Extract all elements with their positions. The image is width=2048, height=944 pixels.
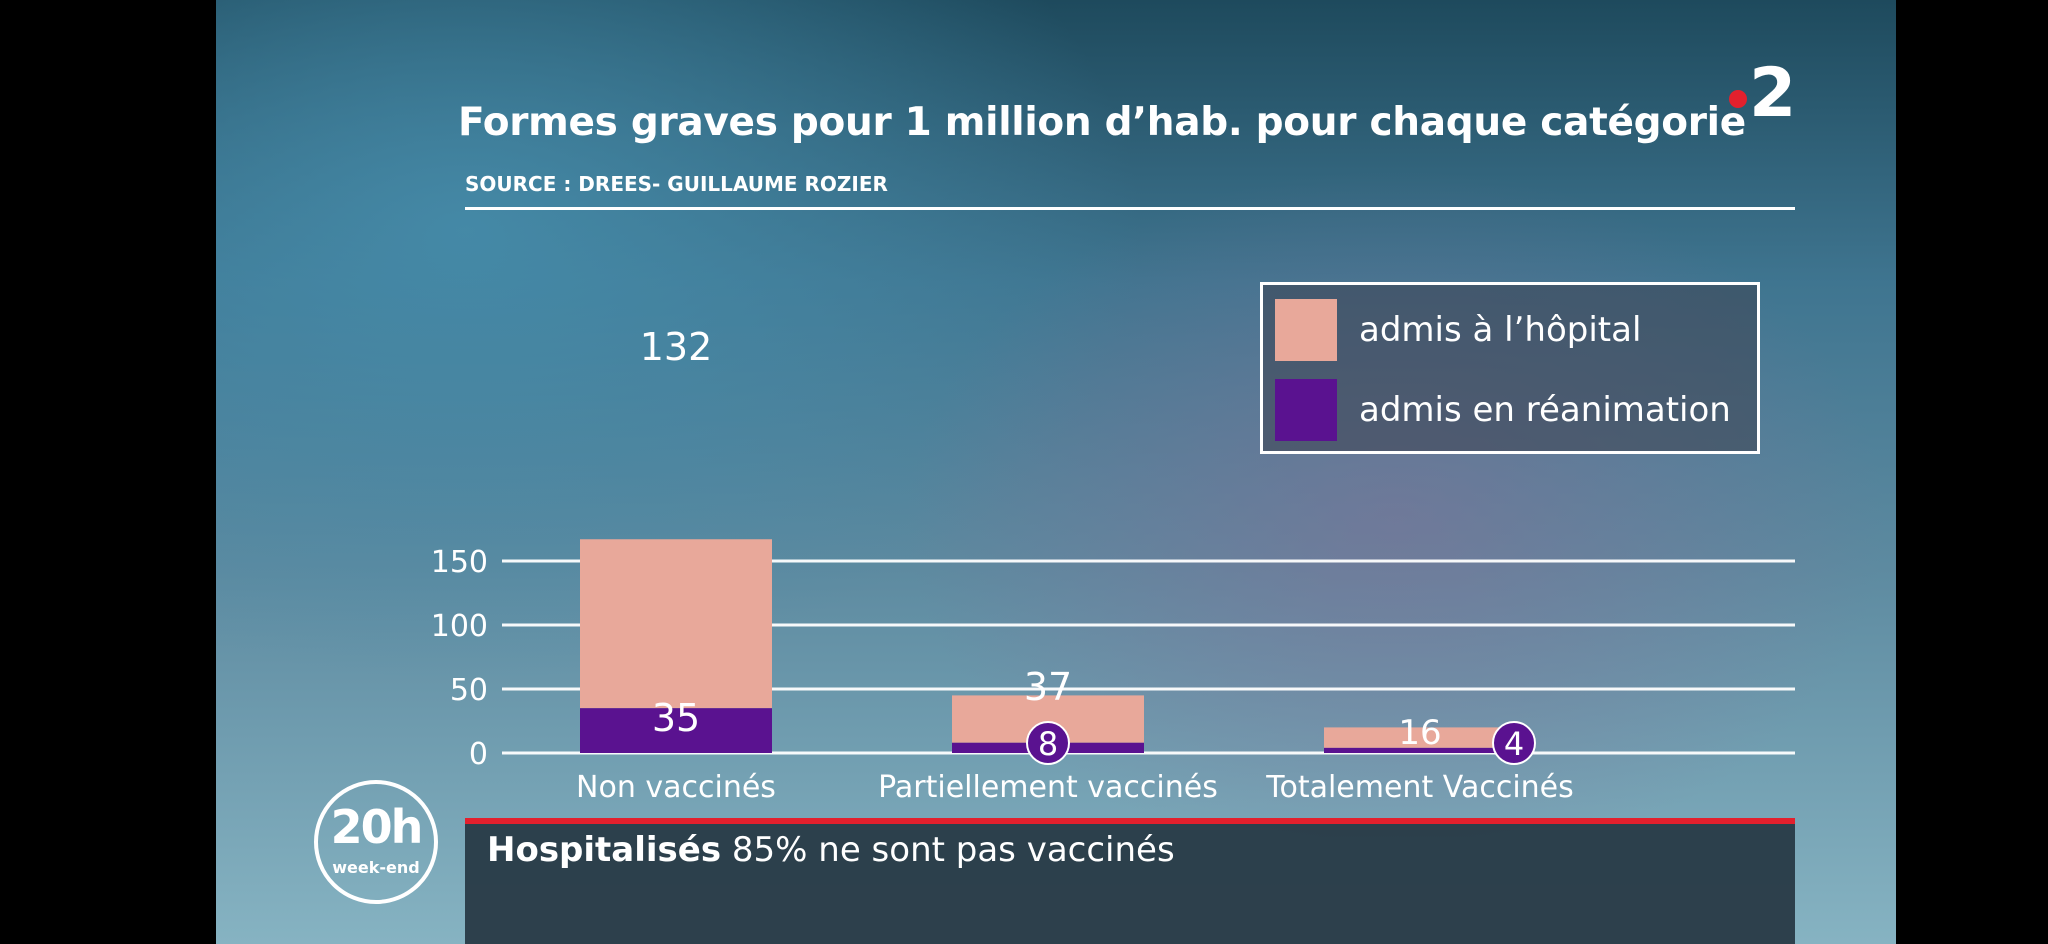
- data-label-icu: 35: [652, 696, 700, 740]
- x-category-label: Non vaccinés: [576, 770, 776, 805]
- legend-item-hospital: admis à l’hôpital: [1275, 299, 1641, 361]
- bar-hospital: [1324, 727, 1516, 748]
- ticker-accent-line: [465, 818, 1795, 824]
- y-tick-label: 100: [431, 609, 488, 644]
- chart-source: SOURCE : DREES- GUILLAUME ROZIER: [465, 172, 888, 196]
- badge-title: 20h: [330, 800, 424, 854]
- logo-number: 2: [1749, 54, 1797, 133]
- data-label-hospital: 16: [1398, 713, 1441, 753]
- legend-swatch-icu: [1275, 379, 1337, 441]
- bar-hospital: [580, 539, 772, 709]
- data-label-hospital: 132: [640, 325, 713, 369]
- channel-logo: 2: [1721, 54, 1811, 133]
- ticker-rest: 85% ne sont pas vaccinés: [721, 830, 1175, 870]
- data-label-icu-bubble: [1492, 721, 1536, 765]
- data-label-icu: 4: [1504, 725, 1524, 763]
- legend-label-hospital: admis à l’hôpital: [1359, 310, 1642, 350]
- data-label-icu-bubble: [1026, 721, 1070, 765]
- x-category-label: Totalement Vaccinés: [1265, 770, 1574, 805]
- badge-subtitle: week-end: [332, 858, 420, 877]
- y-tick-label: 50: [450, 673, 488, 708]
- ticker-bold: Hospitalisés: [487, 830, 722, 870]
- broadcast-frame: Formes graves pour 1 million d’hab. pour…: [216, 0, 1896, 944]
- data-label-icu: 8: [1038, 725, 1058, 763]
- title-divider: [465, 207, 1795, 210]
- stacked-bar-chart: 0 50 100 150 132 35 Non vaccinés 37 8 Partielleme…: [431, 325, 1795, 805]
- chart-title: Formes graves pour 1 million d’hab. pour…: [458, 100, 1746, 145]
- bar-icu: [580, 708, 772, 753]
- legend-swatch-hospital: [1275, 299, 1337, 361]
- chart-legend: admis à l’hôpital admis en réanimation: [1260, 282, 1760, 454]
- ticker-text: Hospitalisés 85% ne sont pas vaccinés: [487, 830, 1175, 870]
- bar-icu: [1324, 747, 1516, 753]
- legend-item-icu: admis en réanimation: [1275, 379, 1731, 441]
- data-label-hospital: 37: [1024, 665, 1072, 709]
- news-ticker: Hospitalisés 85% ne sont pas vaccinés: [465, 818, 1795, 944]
- logo-dot-icon: [1729, 90, 1747, 108]
- legend-label-icu: admis en réanimation: [1359, 390, 1731, 430]
- x-category-label: Partiellement vaccinés: [878, 770, 1218, 805]
- program-badge: 20h week-end: [314, 780, 438, 904]
- y-tick-label: 0: [469, 737, 488, 772]
- y-tick-label: 150: [431, 545, 488, 580]
